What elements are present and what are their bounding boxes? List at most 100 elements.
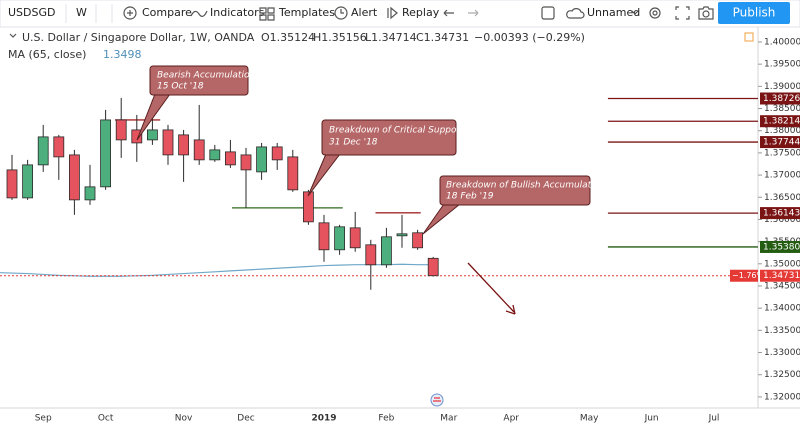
y-tick-label: 1.32000 xyxy=(764,392,800,402)
candle-body xyxy=(240,154,252,171)
forecast-arrow xyxy=(467,262,515,313)
x-tick-label: Nov xyxy=(175,414,193,424)
alert-button[interactable]: Alert xyxy=(351,6,378,19)
compare-icon xyxy=(123,6,137,20)
indicator-name: MA (65, close) xyxy=(8,48,86,61)
callout-text: Breakdown of Critical Support xyxy=(329,126,464,136)
toolbar-bg xyxy=(0,0,800,28)
candle-body xyxy=(69,154,80,201)
candle-body xyxy=(209,149,221,161)
candle-body xyxy=(115,119,127,141)
candle-body xyxy=(256,146,268,173)
y-tick-label: 1.40000 xyxy=(764,37,800,47)
callout-text: Breakdown of Bullish Accumulation xyxy=(446,181,605,191)
templates-button[interactable]: Templates xyxy=(278,6,335,19)
x-tick-label: Dec xyxy=(237,414,254,424)
candle-body xyxy=(334,226,346,251)
y-tick-label: 1.36500 xyxy=(764,193,800,203)
interval[interactable]: W xyxy=(76,6,87,19)
fullscreen-icon[interactable] xyxy=(675,6,690,20)
candle-body xyxy=(224,151,236,166)
ohlc-low: L1.34714 xyxy=(365,31,417,44)
compare-button[interactable]: Compare xyxy=(142,6,192,19)
event-icon[interactable] xyxy=(430,393,444,407)
symbol[interactable]: USDSGD xyxy=(8,6,55,19)
candle-body xyxy=(396,233,408,237)
level-label-bg xyxy=(760,240,800,253)
callout-date: 15 Oct '18 xyxy=(157,82,204,92)
undo-icon[interactable] xyxy=(443,9,454,17)
candle-body xyxy=(412,232,424,249)
redo-icon[interactable] xyxy=(468,9,479,17)
instrument: U.S. Dollar / Singapore Dollar, 1W, OAND… xyxy=(22,31,255,44)
x-tick-label: Jun xyxy=(644,414,659,424)
callout: Breakdown of Critical Support 31 Dec '18 xyxy=(307,119,464,197)
last-price-bg xyxy=(760,269,800,282)
candle-body xyxy=(287,156,299,191)
candle-body xyxy=(427,257,439,277)
x-tick-label: Jul xyxy=(708,414,720,424)
x-tick-label: 2019 xyxy=(311,414,336,424)
candle-body xyxy=(53,136,65,158)
candle-body xyxy=(22,164,34,199)
settings-icon[interactable] xyxy=(649,7,661,19)
indicator-value: 1.3498 xyxy=(103,48,142,61)
level-label-bg xyxy=(760,115,800,128)
level-label: 1.38214 xyxy=(763,117,800,127)
level-label: 1.38726 xyxy=(763,94,800,104)
last-change: −1.76% xyxy=(732,271,765,280)
publish-label: Publish xyxy=(733,6,776,20)
callout-date: 31 Dec '18 xyxy=(329,138,378,148)
callout-box xyxy=(321,119,457,156)
plot-area: 1.40000 1.39500 1.39000 1.38500 1.38000 1.375… xyxy=(0,37,800,424)
snapshot-icon[interactable] xyxy=(698,6,714,20)
candle-body xyxy=(318,222,330,251)
layout-caret[interactable] xyxy=(631,10,639,15)
candle-body xyxy=(37,136,49,166)
replay-button[interactable]: Replay xyxy=(402,6,440,19)
candle-body xyxy=(271,146,283,161)
settings-icon xyxy=(652,10,658,16)
candle-body xyxy=(84,186,96,201)
candle-body xyxy=(380,236,392,266)
callout-box xyxy=(149,65,249,96)
y-tick-label: 1.37000 xyxy=(764,171,800,181)
candle-body xyxy=(162,129,174,156)
callout-text: Bearish Accumulation xyxy=(157,71,255,81)
layout-name[interactable]: Unnamed xyxy=(587,6,640,19)
y-tick-label: 1.39500 xyxy=(764,60,800,70)
replay-icon xyxy=(387,6,398,20)
y-tick-label: 1.39000 xyxy=(764,82,800,92)
y-tick-label: 1.38000 xyxy=(764,126,800,136)
candle-body xyxy=(100,119,111,188)
x-tick-label: Mar xyxy=(440,414,457,424)
moving-average xyxy=(0,263,434,277)
alert-icon xyxy=(334,6,348,20)
y-tick-label: 1.38500 xyxy=(764,104,800,114)
event-icon xyxy=(433,397,441,402)
y-tick-label: 1.34500 xyxy=(764,281,800,291)
publish-button[interactable] xyxy=(718,2,790,24)
candle-body xyxy=(365,244,377,266)
candle-body xyxy=(349,227,361,249)
ohlc-open: O1.35124 xyxy=(261,31,315,44)
x-tick-label: Apr xyxy=(503,414,519,424)
y-tick-label: 1.33000 xyxy=(764,348,800,358)
checkbox[interactable] xyxy=(541,6,555,20)
y-tick-label: 1.32500 xyxy=(764,370,800,380)
callout-box xyxy=(439,175,591,206)
x-tick-label: Sep xyxy=(35,414,52,424)
collapse-icon[interactable] xyxy=(9,33,17,38)
y-tick-label: 1.33500 xyxy=(764,326,800,336)
y-tick-label: 1.37500 xyxy=(764,148,800,158)
level-label: 1.36143 xyxy=(763,209,800,219)
chart-settings-icon[interactable] xyxy=(744,32,754,42)
indicators-button[interactable]: Indicators xyxy=(210,6,265,19)
ohlc-high: H1.35156 xyxy=(313,31,367,44)
last-change-bg xyxy=(730,269,758,282)
x-tick-label: May xyxy=(580,414,599,424)
candle-body xyxy=(6,169,18,199)
toolbar: USDSGD W Compare Indicators Templates Al… xyxy=(0,0,800,28)
